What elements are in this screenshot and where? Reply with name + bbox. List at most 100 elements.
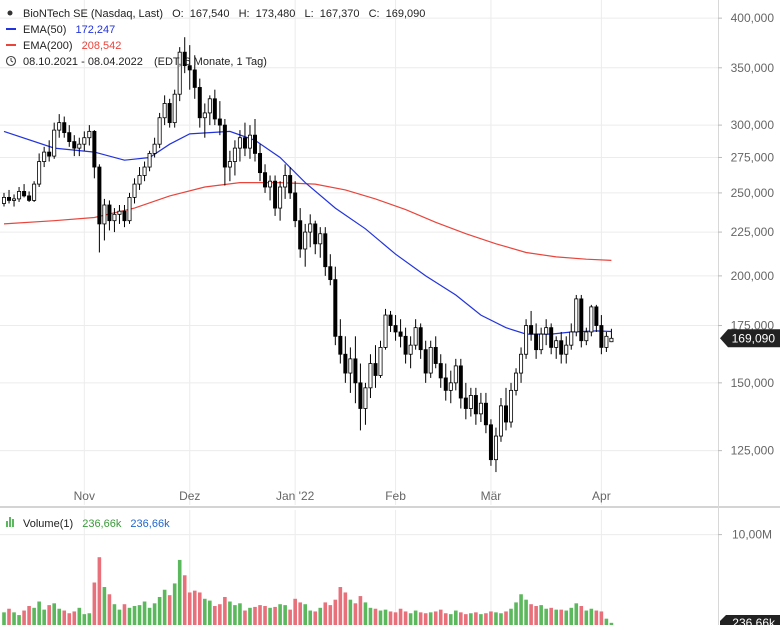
- candle-body: [222, 124, 227, 168]
- candle: [132, 178, 137, 204]
- candle-body: [303, 231, 308, 250]
- last-price-tag-shape: [720, 329, 780, 348]
- volume-bar: [504, 611, 508, 625]
- y-tick-label: 250,000: [731, 186, 775, 200]
- legend-high-label: H:: [239, 8, 250, 20]
- candle: [529, 310, 534, 341]
- y-tick-label: 200,000: [731, 269, 775, 283]
- candle: [87, 125, 92, 146]
- volume-bar: [459, 612, 463, 625]
- candle: [393, 315, 398, 341]
- volume-bar: [333, 599, 338, 625]
- candle: [147, 150, 152, 172]
- candle-body: [232, 147, 237, 162]
- volume-bar: [97, 557, 102, 625]
- candle-body: [162, 103, 167, 119]
- candle-body: [207, 98, 212, 114]
- volume-bar: [398, 608, 403, 625]
- candle-body: [373, 363, 378, 376]
- volume-bar: [479, 614, 483, 625]
- candle: [187, 45, 192, 90]
- volume-bar: [509, 608, 513, 625]
- volume-bar: [494, 612, 498, 625]
- volume-bar: [152, 603, 157, 625]
- volume-bar: [393, 612, 398, 625]
- volume-bar: [253, 606, 257, 625]
- volume-bar: [82, 614, 87, 625]
- candle-body: [97, 166, 102, 225]
- candle: [473, 387, 478, 425]
- candle-body: [17, 191, 22, 200]
- candle-body: [298, 220, 303, 250]
- volume-bar: [27, 606, 31, 625]
- candle: [313, 220, 318, 255]
- candle: [453, 358, 458, 391]
- volume-bar: [127, 607, 132, 625]
- candle-body: [519, 353, 524, 374]
- candle-body: [167, 103, 172, 124]
- candle-body: [318, 233, 323, 245]
- legend-low-value: 167,370: [320, 8, 360, 20]
- candle: [298, 208, 303, 258]
- volume-bar: [599, 611, 604, 625]
- legend-close-label: C:: [369, 8, 380, 20]
- volume-bar: [167, 595, 172, 625]
- volume-bar: [448, 614, 453, 625]
- candle-body: [363, 387, 368, 409]
- candle-body: [579, 298, 584, 342]
- candle: [37, 153, 42, 188]
- candle: [197, 78, 202, 128]
- candle-body: [408, 344, 413, 355]
- candle: [604, 331, 609, 352]
- volume-bar: [388, 611, 393, 625]
- y-tick-label: 125,000: [731, 444, 775, 458]
- svg-text:BioNTech SE (Nasdaq, Last): BioNTech SE (Nasdaq, Last) O: 167,540 H:…: [23, 8, 425, 20]
- volume-last-tag-label: 236,66k: [732, 616, 776, 625]
- candle: [172, 89, 177, 128]
- volume-bar: [348, 599, 353, 625]
- candle-body: [574, 298, 579, 333]
- candle-body: [418, 327, 423, 351]
- candle-body: [398, 331, 403, 337]
- candle: [483, 392, 488, 434]
- candle: [488, 419, 493, 466]
- candle: [413, 319, 418, 350]
- candle: [308, 214, 313, 248]
- volume-bar: [514, 602, 518, 625]
- candle: [383, 308, 388, 350]
- candle: [247, 125, 252, 159]
- volume-bar: [107, 594, 112, 625]
- candle-body: [589, 306, 594, 333]
- candle: [338, 319, 343, 364]
- candle: [192, 55, 197, 99]
- volume-bar: [293, 598, 297, 625]
- candle: [237, 130, 242, 162]
- candle: [252, 118, 257, 162]
- candle-body: [594, 306, 599, 326]
- volume-bar: [137, 605, 142, 625]
- volume-bar: [408, 613, 413, 625]
- volume-bar: [278, 604, 282, 625]
- volume-bar: [67, 613, 72, 625]
- candle-body: [157, 117, 162, 145]
- volume-bar: [92, 582, 97, 625]
- candle: [22, 184, 27, 198]
- volume-bar: [373, 608, 378, 625]
- y-tick-label: 400,000: [731, 11, 775, 25]
- volume-bar: [403, 611, 408, 625]
- candle-body: [529, 325, 534, 335]
- candle: [569, 323, 574, 350]
- volume-bar: [47, 605, 51, 625]
- candle: [478, 392, 483, 423]
- legend-low-label: L:: [304, 8, 313, 20]
- candle-body: [278, 186, 283, 209]
- volume-bar: [72, 611, 77, 625]
- candle-body: [443, 377, 448, 391]
- volume-last-tag: 236,66k: [720, 615, 780, 630]
- volume-tick-label: 10,00M: [732, 528, 772, 542]
- candle: [62, 116, 67, 138]
- candle-body: [478, 402, 483, 415]
- volume-bar: [12, 612, 16, 625]
- volume-series: [2, 557, 614, 625]
- candle-body: [328, 266, 333, 281]
